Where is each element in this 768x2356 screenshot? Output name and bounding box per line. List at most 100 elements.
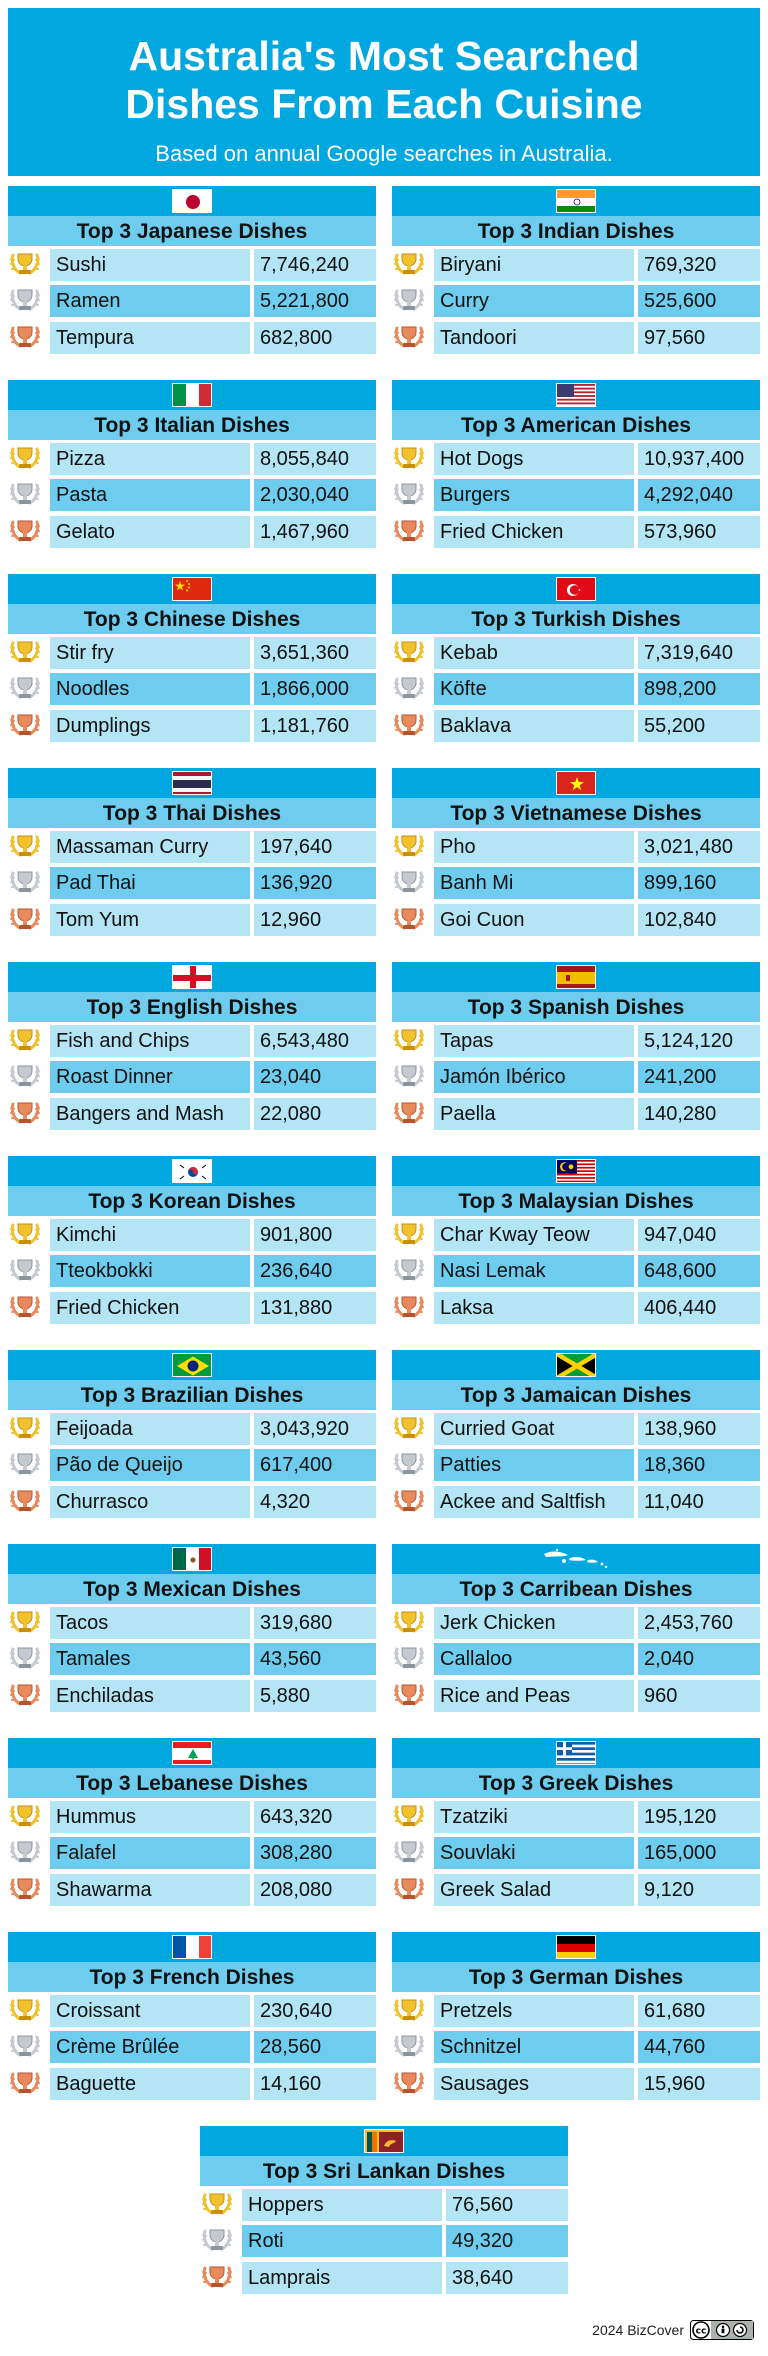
dish-name: Greek Salad (434, 1874, 634, 1906)
bronze-trophy-icon (392, 2068, 426, 2100)
dish-row: Biryani 769,320 (392, 249, 760, 281)
dish-name: Pizza (50, 443, 250, 475)
dish-row: Pizza 8,055,840 (8, 443, 376, 475)
dish-name: Kebab (434, 637, 634, 669)
search-count: 10,937,400 (638, 443, 760, 475)
search-count: 28,560 (254, 2031, 376, 2063)
cuisine-card: Top 3 Thai Dishes Massaman Curry 197,640 Pa… (8, 768, 376, 952)
search-count: 236,640 (254, 1255, 376, 1287)
dish-row: Dumplings 1,181,760 (8, 710, 376, 742)
greece-flag (556, 1741, 596, 1765)
bronze-trophy-icon (392, 1680, 426, 1712)
dish-name: Baguette (50, 2068, 250, 2100)
dish-row: Patties 18,360 (392, 1449, 760, 1481)
dish-name: Ramen (50, 285, 250, 317)
dish-name: Tempura (50, 322, 250, 354)
search-count: 61,680 (638, 1995, 760, 2027)
cuisine-card: Top 3 Italian Dishes Pizza 8,055,840 Pasta 2… (8, 380, 376, 564)
mexico-flag (172, 1547, 212, 1571)
dish-name: Pad Thai (50, 867, 250, 899)
dish-row: Churrasco 4,320 (8, 1486, 376, 1518)
silver-trophy-icon (8, 673, 42, 705)
cuisine-card: Top 3 Korean Dishes Kimchi 901,800 Tteokbok… (8, 1156, 376, 1340)
dish-row: Greek Salad 9,120 (392, 1874, 760, 1906)
search-count: 23,040 (254, 1061, 376, 1093)
bronze-trophy-icon (392, 1098, 426, 1130)
card-title: Top 3 Jamaican Dishes (392, 1380, 760, 1410)
dish-row: Baguette 14,160 (8, 2068, 376, 2100)
dish-name: Pão de Queijo (50, 1449, 250, 1481)
dish-name: Lamprais (242, 2262, 442, 2294)
gold-trophy-icon (392, 831, 426, 863)
dish-name: Laksa (434, 1292, 634, 1324)
page-subtitle: Based on annual Google searches in Austr… (155, 141, 613, 166)
japan-flag (172, 189, 212, 213)
dish-row: Massaman Curry 197,640 (8, 831, 376, 863)
bronze-trophy-icon (392, 322, 426, 354)
card-title: Top 3 Sri Lankan Dishes (200, 2156, 568, 2186)
search-count: 12,960 (254, 904, 376, 936)
flag-bar (392, 1738, 760, 1768)
silver-trophy-icon (200, 2225, 234, 2257)
flag-bar (8, 1350, 376, 1380)
card-title: Top 3 Indian Dishes (392, 216, 760, 246)
dish-row: Ackee and Saltfish 11,040 (392, 1486, 760, 1518)
dish-name: Kimchi (50, 1219, 250, 1251)
search-count: 3,021,480 (638, 831, 760, 863)
dish-row: Baklava 55,200 (392, 710, 760, 742)
search-count: 43,560 (254, 1643, 376, 1675)
england-flag (172, 965, 212, 989)
dish-name: Tamales (50, 1643, 250, 1675)
card-title: Top 3 Lebanese Dishes (8, 1768, 376, 1798)
cuisine-card: Top 3 Japanese Dishes Sushi 7,746,240 Ramen… (8, 186, 376, 370)
dish-name: Enchiladas (50, 1680, 250, 1712)
sri-lanka-flag (364, 2129, 404, 2153)
dish-row: Schnitzel 44,760 (392, 2031, 760, 2063)
search-count: 5,221,800 (254, 285, 376, 317)
dish-row: Hummus 643,320 (8, 1801, 376, 1833)
dish-name: Pho (434, 831, 634, 863)
search-count: 18,360 (638, 1449, 760, 1481)
dish-name: Dumplings (50, 710, 250, 742)
bronze-trophy-icon (8, 2068, 42, 2100)
flag-bar (8, 768, 376, 798)
cuisine-card: Top 3 Turkish Dishes Kebab 7,319,640 Köfte 8… (392, 574, 760, 758)
dish-row: Tacos 319,680 (8, 1607, 376, 1639)
search-count: 3,651,360 (254, 637, 376, 669)
dish-row: Banh Mi 899,160 (392, 867, 760, 899)
flag-bar (392, 962, 760, 992)
gold-trophy-icon (8, 1025, 42, 1057)
gold-trophy-icon (8, 249, 42, 281)
dish-row: Fish and Chips 6,543,480 (8, 1025, 376, 1057)
dish-row: Pão de Queijo 617,400 (8, 1449, 376, 1481)
dish-name: Fried Chicken (50, 1292, 250, 1324)
bronze-trophy-icon (8, 1292, 42, 1324)
header-banner: Australia's Most Searched Dishes From Ea… (8, 8, 760, 176)
dish-name: Shawarma (50, 1874, 250, 1906)
creative-commons-by-icon: cc (690, 2320, 754, 2340)
search-count: 11,040 (638, 1486, 760, 1518)
search-count: 3,043,920 (254, 1413, 376, 1445)
gold-trophy-icon (392, 1607, 426, 1639)
bronze-trophy-icon (392, 516, 426, 548)
dish-name: Roti (242, 2225, 442, 2257)
footer: 2024 BizCover cc (592, 2318, 754, 2342)
search-count: 617,400 (254, 1449, 376, 1481)
dish-row: Croissant 230,640 (8, 1995, 376, 2027)
bronze-trophy-icon (392, 710, 426, 742)
cuisine-card: Top 3 American Dishes Hot Dogs 10,937,400 B… (392, 380, 760, 564)
search-count: 97,560 (638, 322, 760, 354)
dish-name: Tteokbokki (50, 1255, 250, 1287)
card-title: Top 3 Malaysian Dishes (392, 1186, 760, 1216)
search-count: 230,640 (254, 1995, 376, 2027)
card-title: Top 3 Carribean Dishes (392, 1574, 760, 1604)
search-count: 682,800 (254, 322, 376, 354)
silver-trophy-icon (392, 1061, 426, 1093)
dish-row: Hoppers 76,560 (200, 2189, 568, 2221)
bronze-trophy-icon (8, 1486, 42, 1518)
bronze-trophy-icon (8, 1098, 42, 1130)
dish-row: Sausages 15,960 (392, 2068, 760, 2100)
dish-name: Tom Yum (50, 904, 250, 936)
lebanon-flag (172, 1741, 212, 1765)
search-count: 2,030,040 (254, 479, 376, 511)
